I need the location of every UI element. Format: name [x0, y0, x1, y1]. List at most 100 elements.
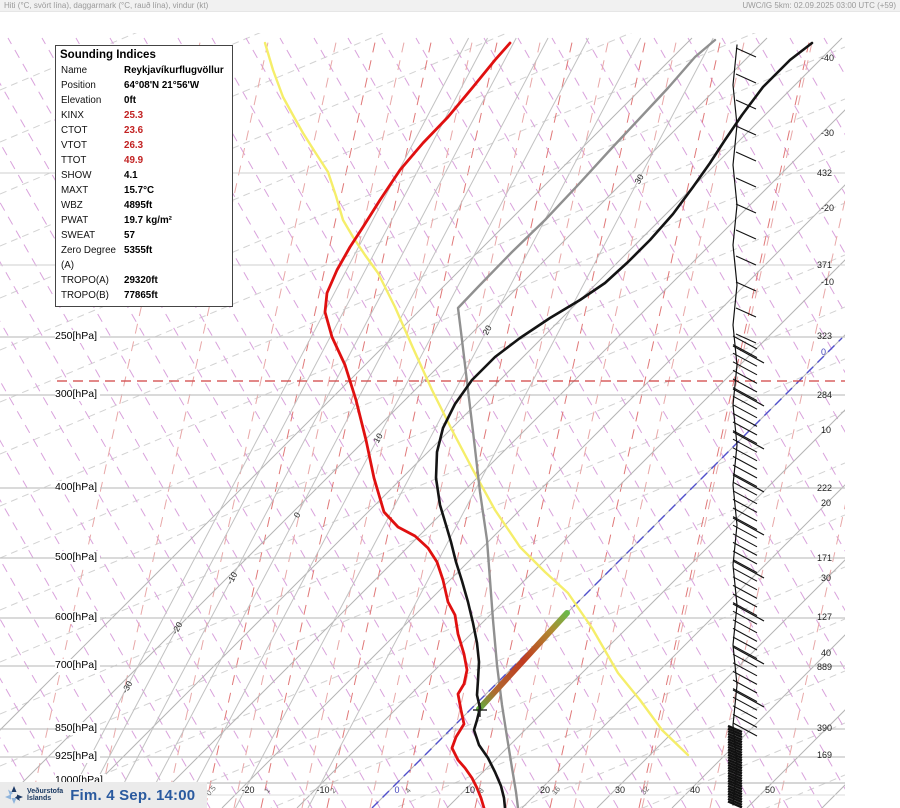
wind-barb-feather: [727, 769, 743, 778]
dry-adiabat-line: [0, 141, 381, 808]
mixing-ratio-line-major: [326, 37, 499, 808]
dry-adiabat-line: [0, 379, 245, 808]
isotherm-line: [221, 184, 845, 808]
wind-barb-feather: [727, 776, 743, 786]
wind-barb-feather: [727, 732, 743, 741]
dry-adiabat-line: [0, 498, 177, 808]
dry-adiabat-line: [0, 320, 279, 808]
wind-barb-feather: [732, 498, 758, 513]
dry-adiabat-line: [619, 37, 845, 433]
dry-adiabat-line: [755, 37, 845, 195]
index-value: 23.6: [124, 125, 144, 136]
dry-adiabat-line: [0, 677, 75, 808]
index-row-sweat: SWEAT 57: [56, 228, 232, 243]
isotherm-line: [521, 484, 845, 808]
wind-barb-feather: [727, 730, 743, 739]
steep-reference-line: [142, 37, 549, 808]
wind-barb-feather: [727, 737, 743, 747]
wind-barb-feather: [732, 705, 758, 720]
index-row-name: Name Reykjavíkurflugvöllur: [56, 63, 232, 78]
wind-barb-feather: [732, 507, 758, 522]
mixing-ratio-line: [97, 37, 270, 808]
isotherm-line: [371, 334, 845, 808]
wind-barb-feather: [727, 761, 743, 770]
mixing-ratio-line: [233, 37, 406, 808]
dry-adiabat-line: [653, 37, 845, 374]
wind-barb-feather: [732, 524, 758, 539]
index-value: 29320ft: [124, 275, 158, 286]
dry-adiabat-line: [585, 37, 845, 493]
wind-barb-feather: [727, 743, 743, 752]
wind-barb-feather: [735, 281, 757, 292]
wind-barb-feather: [732, 455, 758, 470]
index-row-maxt: MAXT 15.7°C: [56, 183, 232, 198]
wind-barb-feather: [727, 763, 743, 773]
wind-barb-feather: [727, 779, 743, 788]
dry-adiabat-line: [687, 37, 845, 314]
index-value: 25.3: [124, 110, 144, 121]
dry-adiabat-line: [0, 82, 415, 808]
org-name: Veðurstofa Íslands: [27, 788, 63, 803]
wind-barb-feather: [732, 388, 765, 407]
wind-barb-feather: [732, 619, 758, 634]
vedurstofa-logo-icon: [5, 786, 23, 804]
wind-barb-feather: [727, 789, 743, 799]
org-name-line1: Veðurstofa: [27, 787, 64, 795]
wind-barb-feather: [727, 753, 743, 762]
moist-adiabat-line: [0, 202, 845, 559]
org-name-line2: Íslands: [27, 795, 52, 802]
moist-adiabat-line: [393, 618, 845, 808]
index-value: 77865ft: [124, 290, 158, 301]
chart-curves: [263, 38, 814, 808]
wind-barb-feather: [727, 792, 743, 801]
title-bar: Hiti (°C, svört lína), daggarmark (°C, r…: [0, 0, 900, 12]
mixing-ratio-line: [709, 197, 845, 808]
mixing-ratio-line: [437, 37, 610, 808]
height-scale-curve: [263, 41, 690, 757]
isotherm-line: [446, 409, 845, 808]
wind-barb-column: [727, 44, 765, 808]
mixing-ratio-line-major: [401, 37, 574, 808]
wind-barb-feather: [732, 689, 765, 708]
wind-barb-feather: [732, 646, 765, 665]
wind-barb-feather: [727, 756, 743, 765]
isotherm-line: [0, 37, 768, 806]
mixing-ratio-line-major: [204, 37, 377, 808]
wind-barb-feather: [732, 636, 758, 651]
wind-barb-feather: [735, 73, 757, 84]
wind-barb-feather: [732, 464, 758, 479]
dry-adiabat-line: [211, 37, 653, 808]
index-label: Zero Degree (A): [61, 245, 116, 271]
index-row-tropo-a-: TROPO(A) 29320ft: [56, 273, 232, 288]
wind-barb-feather: [727, 797, 743, 806]
wind-barb-feather: [732, 560, 765, 579]
index-value: 0ft: [124, 95, 136, 106]
index-value: 57: [124, 230, 135, 241]
moist-adiabat-line: [270, 566, 845, 808]
dry-adiabat-line: [245, 37, 687, 808]
mixing-ratio-line: [641, 37, 814, 808]
wind-barb-feather: [732, 653, 758, 668]
index-row-zero-degree-a-: Zero Degree (A) 5355ft: [56, 243, 232, 273]
index-row-tropo-b-: TROPO(B) 77865ft: [56, 288, 232, 303]
wind-barb-feather: [727, 800, 743, 808]
wind-barb-feather: [727, 784, 743, 793]
mixing-ratio-line: [301, 37, 474, 808]
wind-barb-feather: [732, 584, 758, 599]
mixing-ratio-line: [165, 37, 338, 808]
wind-barb-feather: [732, 438, 758, 453]
wind-barb-feather: [732, 567, 758, 582]
wind-barb-feather: [732, 473, 758, 488]
wind-barb-feather: [727, 748, 743, 757]
wind-barb-feather: [732, 593, 758, 608]
moist-adiabat-line: [0, 33, 509, 247]
wind-barb-feather: [732, 662, 758, 677]
footer-bar: Veðurstofa Íslands Fim. 4 Sep. 14:00: [0, 782, 207, 808]
index-label: VTOT: [61, 140, 87, 151]
steep-reference-line: [110, 37, 517, 808]
wind-barb-feather: [732, 602, 758, 617]
wind-barb-feather: [732, 431, 765, 450]
wind-barb-feather: [732, 541, 758, 556]
steep-reference-line: [62, 37, 470, 808]
dry-adiabat-line: [449, 37, 845, 731]
